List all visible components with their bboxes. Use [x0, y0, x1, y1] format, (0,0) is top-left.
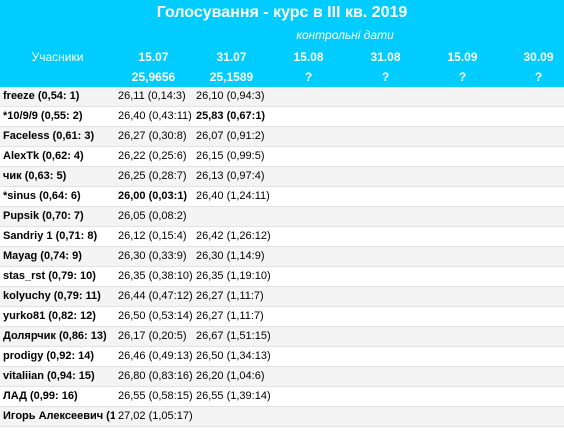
forecast: 26,27 (1,11:7): [196, 310, 264, 322]
forecast: 26,35 (0,38:10): [118, 270, 193, 282]
forecast: 26,20 (1,04:6): [196, 370, 265, 382]
date: 31.07: [216, 50, 247, 64]
header-band: [0, 0, 564, 87]
table-row: [0, 367, 564, 387]
forecast: 26,35 (1,19:10): [196, 270, 271, 282]
forecast: 26,55 (0,58:15): [118, 390, 193, 402]
forecast: 26,17 (0,20:5): [118, 330, 187, 342]
forecast: 26,67 (1,51:15): [196, 330, 271, 342]
forecast: 26,13 (0,97:4): [196, 170, 265, 182]
forecast: 26,07 (0,91:2): [196, 130, 265, 142]
forecast: 26,05 (0,08:2): [118, 210, 187, 222]
table-row: [0, 167, 564, 187]
rate: ?: [304, 70, 313, 84]
table-row: [0, 127, 564, 147]
participant: чик (0,63: 5): [3, 170, 67, 182]
participant: Sandriy 1 (0,71: 8): [3, 230, 98, 242]
forecast: 26,40 (1,24:11): [196, 190, 270, 202]
rate: ?: [458, 70, 467, 84]
participant: Faceless (0,61: 3): [3, 130, 95, 142]
table-row: [0, 227, 564, 247]
table-row: [0, 287, 564, 307]
table-row: [0, 327, 564, 347]
table-row: [0, 307, 564, 327]
forecast: 26,15 (0,99:5): [196, 150, 265, 162]
participant: stas_rst (0,79: 10): [3, 270, 96, 282]
rate: 25,9656: [131, 70, 176, 84]
date: 15.09: [447, 50, 478, 64]
subtitle: контрольні дати: [296, 28, 394, 42]
forecast: 26,27 (1,11:7): [196, 290, 264, 302]
table-row: [0, 267, 564, 287]
table-row: [0, 407, 564, 427]
participant: freeze (0,54: 1): [3, 90, 80, 102]
table-row: [0, 87, 564, 107]
participant: yurko81 (0,82: 12): [3, 310, 96, 322]
participant: prodigy (0,92: 14): [3, 350, 95, 362]
rate: ?: [534, 70, 543, 84]
forecast: 26,50 (0,53:14): [118, 310, 193, 322]
forecast: 25,83 (0,67:1): [196, 110, 266, 122]
forecast: 27,02 (1,05:17): [118, 410, 193, 422]
forecast: 26,55 (1,39:14): [196, 390, 271, 402]
table-row: [0, 347, 564, 367]
participant: AlexTk (0,62: 4): [3, 150, 84, 162]
forecast: 26,12 (0,15:4): [118, 230, 187, 242]
participant: vitaliian (0,94: 15): [3, 370, 95, 382]
forecast: 26,80 (0,83:16): [118, 370, 193, 382]
participant: Pupsik (0,70: 7): [3, 210, 84, 222]
forecast: 26,50 (1,34:13): [196, 350, 271, 362]
rate: ?: [381, 70, 390, 84]
table-row: [0, 207, 564, 227]
forecast: 26,42 (1,26:12): [196, 230, 271, 242]
participant: Mayag (0,74: 9): [3, 250, 82, 262]
table-row: [0, 187, 564, 207]
table-row: [0, 387, 564, 407]
participants-label: Учасники: [31, 50, 84, 64]
participant: Игорь Алексеевич (1,15: [3, 410, 115, 422]
date: 15.07: [138, 50, 169, 64]
forecast: 26,22 (0,25:6): [118, 150, 187, 162]
participant: Долярчик (0,86: 13): [3, 330, 107, 342]
rate: 25,1589: [209, 70, 254, 84]
forecast: 26,30 (1,14:9): [196, 250, 265, 262]
forecast: 26,27 (0,30:8): [118, 130, 187, 142]
forecast: 26,10 (0,94:3): [196, 90, 265, 102]
participant: kolyuchy (0,79: 11): [3, 290, 101, 302]
forecast: 26,25 (0,28:7): [118, 170, 187, 182]
title: Голосування - курс в III кв. 2019: [156, 4, 408, 21]
participant: ЛАД (0,99: 16): [3, 390, 78, 402]
forecast: 26,30 (0,33:9): [118, 250, 187, 262]
table-row: [0, 247, 564, 267]
forecast: 26,00 (0,03:1): [118, 190, 188, 202]
date: 30.09: [523, 50, 554, 64]
table-row: [0, 107, 564, 127]
date: 15.08: [293, 50, 324, 64]
participant: *sinus (0,64: 6): [3, 190, 81, 202]
table-row: [0, 147, 564, 167]
forecast: 26,46 (0,49:13): [118, 350, 193, 362]
date: 31.08: [370, 50, 401, 64]
forecast: 26,44 (0,47:12): [118, 290, 193, 302]
forecast: 26,11 (0,14:3): [118, 90, 186, 102]
participant: *10/9/9 (0,55: 2): [3, 110, 83, 122]
forecast: 26,40 (0,43:11): [118, 110, 192, 122]
